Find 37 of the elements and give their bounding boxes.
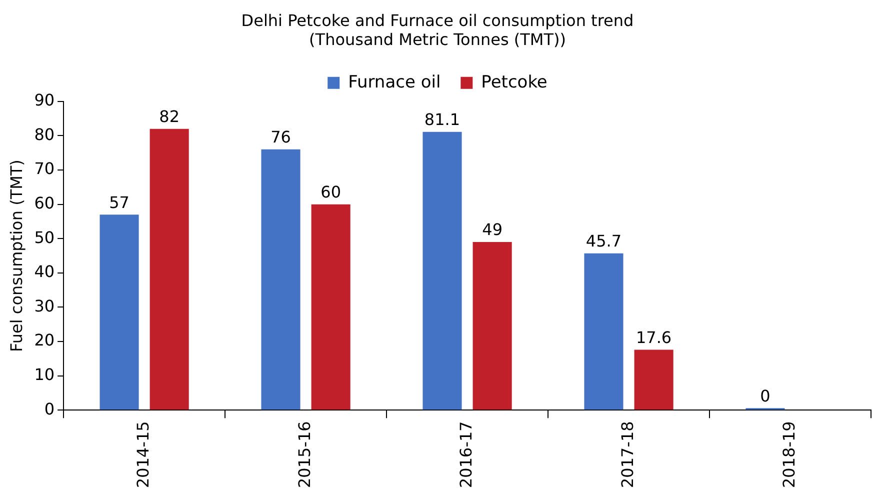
y-tick-label: 70 xyxy=(34,159,55,178)
x-tick-label: 2015-16 xyxy=(294,421,314,488)
y-tick-label: 30 xyxy=(34,296,55,316)
bar xyxy=(634,350,674,410)
x-tick-label: 2017-18 xyxy=(618,421,637,488)
data-label: 45.7 xyxy=(586,232,622,251)
data-label: 82 xyxy=(159,107,180,126)
x-tick-label: 2016-17 xyxy=(456,421,476,488)
data-label: 0 xyxy=(760,386,770,406)
bar xyxy=(311,204,350,410)
y-tick-label: 90 xyxy=(34,90,55,110)
y-axis-title: Fuel consumption (TMT) xyxy=(6,160,26,352)
y-tick-label: 50 xyxy=(34,228,55,247)
legend-label: Furnace oil xyxy=(348,72,441,92)
data-label: 81.1 xyxy=(424,110,460,130)
legend-label: Petcoke xyxy=(481,72,548,92)
y-tick-label: 40 xyxy=(34,262,55,282)
bar xyxy=(584,253,624,410)
bar xyxy=(100,214,139,410)
x-tick-label: 2014-15 xyxy=(133,421,152,488)
bar xyxy=(422,132,462,410)
bar xyxy=(472,242,512,410)
y-tick-label: 20 xyxy=(34,330,55,350)
bar xyxy=(261,149,300,410)
y-tick-label: 10 xyxy=(34,365,55,384)
y-tick-label: 0 xyxy=(44,399,55,418)
data-label: 49 xyxy=(482,220,502,240)
bar xyxy=(150,128,189,410)
text: (Thousand Metric Tonnes (TMT)) xyxy=(309,30,566,49)
data-label: 76 xyxy=(270,128,291,147)
y-tick-label: 60 xyxy=(34,193,55,212)
y-tick-label: 80 xyxy=(34,124,55,144)
x-tick-label: 2018-19 xyxy=(779,421,798,488)
data-label: 60 xyxy=(320,182,341,202)
data-label: 57 xyxy=(109,192,130,212)
text: Delhi Petcoke and Furnace oil consumption trend xyxy=(241,10,634,30)
data-label: 17.6 xyxy=(636,328,672,347)
